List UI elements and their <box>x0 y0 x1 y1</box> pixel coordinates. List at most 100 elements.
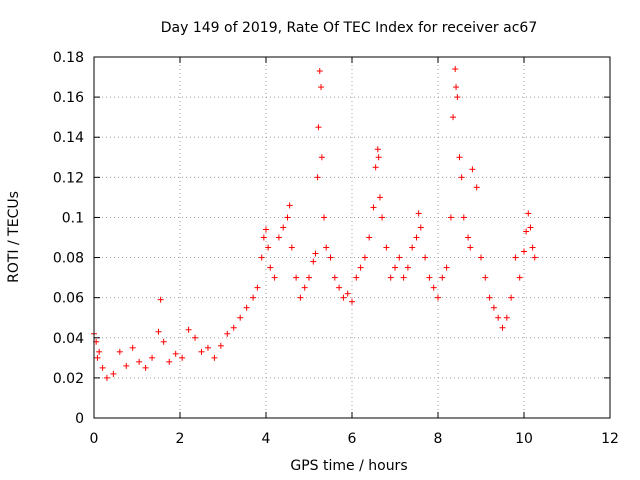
data-point <box>435 294 441 301</box>
data-point <box>376 194 383 201</box>
data-point <box>321 214 328 221</box>
data-point <box>288 244 295 251</box>
data-point <box>250 294 257 301</box>
data-point <box>478 254 484 261</box>
data-point <box>327 254 334 261</box>
x-tick-label: 6 <box>348 431 357 447</box>
data-point <box>490 304 497 311</box>
axis-ticks: 0 2 4 6 8 10 12 0 0.02 0.04 0.06 0.08 0.1 0.12 0.14 0.1… <box>53 50 619 447</box>
data-point <box>508 294 515 301</box>
data-point <box>379 214 386 221</box>
data-point <box>179 354 186 361</box>
y-tick-label: 0.02 <box>53 371 84 387</box>
y-tick-label: 0.1 <box>62 210 84 226</box>
data-point <box>516 274 523 281</box>
data-point <box>312 250 319 257</box>
data-point <box>142 364 149 371</box>
data-point <box>275 234 282 241</box>
data-point <box>293 274 300 281</box>
data-point <box>316 68 323 75</box>
data-point <box>310 258 317 265</box>
data-point <box>129 344 136 351</box>
data-point <box>340 294 347 301</box>
data-point <box>217 342 224 349</box>
data-point <box>254 284 261 291</box>
data-point <box>375 154 382 161</box>
x-tick-label: 12 <box>601 431 619 447</box>
data-point <box>531 254 538 261</box>
data-point <box>318 84 325 91</box>
data-point <box>265 244 272 251</box>
data-point <box>123 362 130 369</box>
data-point <box>439 274 446 281</box>
data-point <box>499 324 506 331</box>
data-point <box>94 354 101 361</box>
y-tick-label: 0.04 <box>53 331 84 347</box>
data-point <box>344 290 351 297</box>
data-point <box>315 124 322 131</box>
data-point <box>306 274 312 281</box>
data-point <box>185 326 192 333</box>
data-point <box>525 210 532 217</box>
data-point <box>456 154 463 161</box>
data-point <box>297 294 304 301</box>
data-point <box>452 66 459 73</box>
data-point <box>465 234 472 241</box>
y-tick-label: 0.16 <box>53 90 84 106</box>
data-point <box>413 234 420 241</box>
data-point <box>400 274 407 281</box>
x-axis-label: GPS time / hours <box>290 458 407 474</box>
data-point <box>422 254 429 261</box>
data-point <box>198 348 205 355</box>
data-point <box>110 370 117 377</box>
data-point <box>172 350 179 357</box>
data-point <box>453 84 460 91</box>
data-point <box>512 254 519 261</box>
y-tick-label: 0.18 <box>53 50 84 66</box>
chart-title: Day 149 of 2019, Rate Of TEC Index for r… <box>161 20 537 36</box>
data-point <box>426 274 433 281</box>
x-tick-label: 4 <box>262 431 271 447</box>
x-tick-label: 8 <box>434 431 443 447</box>
x-tick-label: 10 <box>515 431 533 447</box>
data-point <box>467 244 474 251</box>
x-tick-label: 2 <box>176 431 185 447</box>
data-point <box>447 214 454 221</box>
data-point <box>503 314 510 321</box>
data-point <box>271 274 278 281</box>
data-point <box>204 344 211 351</box>
data-point <box>314 174 321 181</box>
data-point <box>486 294 493 301</box>
data-point <box>366 234 373 241</box>
data-point <box>258 254 265 261</box>
data-point <box>454 94 461 101</box>
y-axis-label: ROTI / TECUs <box>6 191 22 283</box>
y-tick-label: 0.06 <box>53 291 84 307</box>
data-point <box>349 298 355 305</box>
data-point <box>383 244 390 251</box>
data-point <box>521 248 527 255</box>
data-point <box>157 296 164 303</box>
data-point <box>469 166 476 173</box>
data-point <box>529 244 536 251</box>
x-tick-label: 0 <box>90 431 99 447</box>
data-point <box>237 314 244 321</box>
data-point <box>460 214 467 221</box>
data-point <box>527 224 534 231</box>
data-point <box>318 154 325 161</box>
data-point <box>417 224 424 231</box>
data-point <box>430 284 437 291</box>
data-point <box>166 358 173 365</box>
data-point <box>260 234 267 241</box>
data-point <box>284 214 291 221</box>
y-tick-label: 0.14 <box>53 130 84 146</box>
data-point <box>374 146 381 153</box>
data-point <box>136 358 143 365</box>
data-point <box>353 274 360 281</box>
data-point <box>370 204 377 211</box>
data-point <box>230 324 237 331</box>
data-point <box>482 274 489 281</box>
data-point <box>267 264 274 271</box>
data-point <box>280 224 287 231</box>
